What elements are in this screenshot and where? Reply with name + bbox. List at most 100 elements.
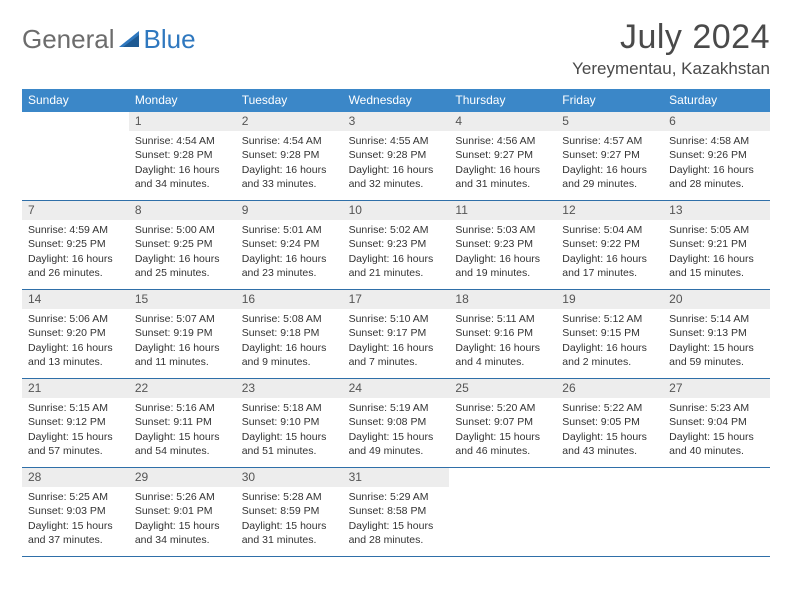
day-detail-line: Daylight: 15 hours [455,430,550,444]
week-row: 14Sunrise: 5:06 AMSunset: 9:20 PMDayligh… [22,290,770,379]
day-detail-line: Sunrise: 5:25 AM [28,490,123,504]
day-detail-line: Sunset: 9:03 PM [28,504,123,518]
day-detail-line: Sunrise: 5:05 AM [669,223,764,237]
day-detail-line: Daylight: 16 hours [455,341,550,355]
day-details: Sunrise: 5:18 AMSunset: 9:10 PMDaylight:… [236,398,343,462]
day-detail-line: Sunset: 9:01 PM [135,504,230,518]
day-detail-line: Daylight: 16 hours [669,252,764,266]
day-number: 13 [663,201,770,220]
day-detail-line: and 31 minutes. [242,533,337,547]
day-detail-line: Daylight: 16 hours [242,341,337,355]
day-detail-line: Sunset: 9:28 PM [135,148,230,162]
day-number: 22 [129,379,236,398]
day-detail-line: Sunset: 9:13 PM [669,326,764,340]
day-detail-line: Sunrise: 4:57 AM [562,134,657,148]
day-detail-line: Sunrise: 4:54 AM [135,134,230,148]
day-detail-line: Sunrise: 5:28 AM [242,490,337,504]
day-detail-line: and 32 minutes. [349,177,444,191]
day-detail-line: Daylight: 15 hours [562,430,657,444]
day-details: Sunrise: 4:56 AMSunset: 9:27 PMDaylight:… [449,131,556,195]
day-details: Sunrise: 4:58 AMSunset: 9:26 PMDaylight:… [663,131,770,195]
day-cell: 27Sunrise: 5:23 AMSunset: 9:04 PMDayligh… [663,379,770,467]
day-cell: 16Sunrise: 5:08 AMSunset: 9:18 PMDayligh… [236,290,343,378]
day-detail-line: and 9 minutes. [242,355,337,369]
weekday-cell: Saturday [663,89,770,112]
day-details: Sunrise: 4:54 AMSunset: 9:28 PMDaylight:… [129,131,236,195]
day-number: 30 [236,468,343,487]
day-detail-line: and 51 minutes. [242,444,337,458]
day-number: 20 [663,290,770,309]
day-details: Sunrise: 5:23 AMSunset: 9:04 PMDaylight:… [663,398,770,462]
day-detail-line: Daylight: 15 hours [349,519,444,533]
day-cell: 30Sunrise: 5:28 AMSunset: 8:59 PMDayligh… [236,468,343,556]
day-detail-line: Daylight: 16 hours [242,252,337,266]
day-number: 9 [236,201,343,220]
day-detail-line: Sunrise: 5:01 AM [242,223,337,237]
weekday-cell: Friday [556,89,663,112]
day-number: 28 [22,468,129,487]
day-detail-line: Sunrise: 4:55 AM [349,134,444,148]
day-details: Sunrise: 5:25 AMSunset: 9:03 PMDaylight:… [22,487,129,551]
day-detail-line: Sunrise: 4:54 AM [242,134,337,148]
day-details: Sunrise: 5:22 AMSunset: 9:05 PMDaylight:… [556,398,663,462]
week-row: 7Sunrise: 4:59 AMSunset: 9:25 PMDaylight… [22,201,770,290]
day-number: 7 [22,201,129,220]
day-detail-line: Sunset: 9:24 PM [242,237,337,251]
day-detail-line: Sunset: 9:26 PM [669,148,764,162]
day-cell: 26Sunrise: 5:22 AMSunset: 9:05 PMDayligh… [556,379,663,467]
day-detail-line: Daylight: 16 hours [669,163,764,177]
day-detail-line: Daylight: 16 hours [455,163,550,177]
day-detail-line: and 57 minutes. [28,444,123,458]
day-detail-line: and 17 minutes. [562,266,657,280]
day-detail-line: and 13 minutes. [28,355,123,369]
day-cell: 25Sunrise: 5:20 AMSunset: 9:07 PMDayligh… [449,379,556,467]
day-detail-line: Sunset: 9:23 PM [455,237,550,251]
day-details: Sunrise: 5:03 AMSunset: 9:23 PMDaylight:… [449,220,556,284]
day-detail-line: and 43 minutes. [562,444,657,458]
day-detail-line: and 2 minutes. [562,355,657,369]
day-detail-line: Daylight: 15 hours [242,430,337,444]
day-details: Sunrise: 4:55 AMSunset: 9:28 PMDaylight:… [343,131,450,195]
day-cell: 10Sunrise: 5:02 AMSunset: 9:23 PMDayligh… [343,201,450,289]
day-detail-line: Sunrise: 5:12 AM [562,312,657,326]
day-details: Sunrise: 5:01 AMSunset: 9:24 PMDaylight:… [236,220,343,284]
day-detail-line: Daylight: 16 hours [562,252,657,266]
day-detail-line: and 28 minutes. [349,533,444,547]
day-details: Sunrise: 5:05 AMSunset: 9:21 PMDaylight:… [663,220,770,284]
week-row: 28Sunrise: 5:25 AMSunset: 9:03 PMDayligh… [22,468,770,557]
day-cell: 17Sunrise: 5:10 AMSunset: 9:17 PMDayligh… [343,290,450,378]
day-detail-line: and 59 minutes. [669,355,764,369]
day-detail-line: Sunset: 9:27 PM [455,148,550,162]
day-detail-line: Sunset: 9:12 PM [28,415,123,429]
day-detail-line: Sunrise: 5:02 AM [349,223,444,237]
day-cell: 21Sunrise: 5:15 AMSunset: 9:12 PMDayligh… [22,379,129,467]
day-detail-line: Sunset: 9:28 PM [242,148,337,162]
day-detail-line: Sunset: 9:28 PM [349,148,444,162]
day-details: Sunrise: 5:06 AMSunset: 9:20 PMDaylight:… [22,309,129,373]
day-detail-line: Sunrise: 5:18 AM [242,401,337,415]
day-detail-line: Sunset: 8:59 PM [242,504,337,518]
day-detail-line: and 21 minutes. [349,266,444,280]
day-detail-line: Sunset: 9:21 PM [669,237,764,251]
day-cell: 20Sunrise: 5:14 AMSunset: 9:13 PMDayligh… [663,290,770,378]
day-number: 4 [449,112,556,131]
day-detail-line: and 46 minutes. [455,444,550,458]
day-detail-line: Daylight: 15 hours [669,430,764,444]
day-detail-line: and 28 minutes. [669,177,764,191]
day-detail-line: Sunset: 9:16 PM [455,326,550,340]
day-details: Sunrise: 4:59 AMSunset: 9:25 PMDaylight:… [22,220,129,284]
day-number: 18 [449,290,556,309]
weekday-cell: Thursday [449,89,556,112]
day-number: 12 [556,201,663,220]
day-detail-line: and 40 minutes. [669,444,764,458]
day-detail-line: Daylight: 16 hours [349,341,444,355]
day-detail-line: Sunrise: 5:06 AM [28,312,123,326]
day-cell: 29Sunrise: 5:26 AMSunset: 9:01 PMDayligh… [129,468,236,556]
day-detail-line: Daylight: 15 hours [28,519,123,533]
day-cell [663,468,770,556]
day-detail-line: Sunrise: 5:11 AM [455,312,550,326]
day-detail-line: and 26 minutes. [28,266,123,280]
day-details: Sunrise: 5:11 AMSunset: 9:16 PMDaylight:… [449,309,556,373]
day-cell: 12Sunrise: 5:04 AMSunset: 9:22 PMDayligh… [556,201,663,289]
day-number: 14 [22,290,129,309]
